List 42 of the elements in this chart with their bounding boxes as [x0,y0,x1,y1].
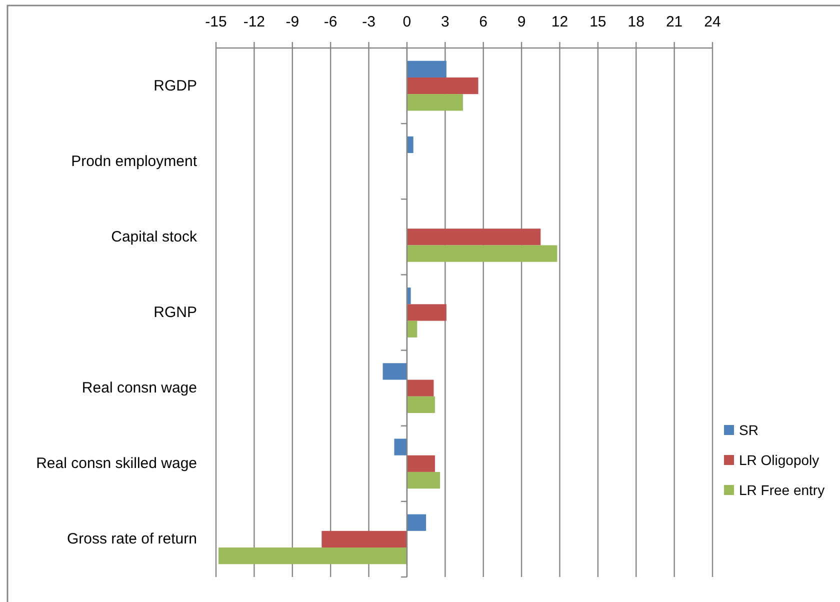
bar [218,548,407,564]
bar [406,228,541,246]
x-tick-label: 15 [590,14,606,30]
bar [406,60,446,78]
bar [394,438,407,456]
x-tick-label: -9 [286,14,300,30]
x-tick-label: 18 [628,14,644,30]
legend-label: SR [739,422,758,438]
x-tick-label: 24 [704,14,721,30]
y-tick-label: Gross rate of return [66,530,197,548]
legend-label: LR Oligopoly [739,452,820,468]
bar [406,288,411,304]
bar [406,304,446,321]
x-tick-label: 9 [517,14,526,30]
bar [406,380,434,396]
y-tick-label: Real consn skilled wage [36,455,197,472]
x-tick-label: 0 [402,14,412,30]
bar [406,455,435,472]
y-tick-label: Real consn wage [82,380,197,397]
y-tick-label: RGNP [154,304,197,321]
bar [406,245,558,262]
y-tick-label: RGDP [154,77,197,94]
x-tick-label: -15 [205,14,227,30]
x-tick-label: -6 [324,14,338,30]
bar [406,396,435,414]
x-tick-label: 12 [551,14,568,30]
bar [406,472,440,489]
bar [406,320,418,338]
x-tick-label: 6 [479,14,488,30]
bar [382,363,407,380]
y-tick-label: Capital stock [111,228,198,246]
legend-label: LR Free entry [739,482,825,498]
bar [406,136,414,154]
x-tick-label: 21 [666,14,683,30]
bar [322,530,407,548]
bar [406,94,463,111]
x-tick-label: -12 [243,14,266,30]
bar [406,514,426,531]
x-tick-label: 3 [440,14,450,30]
x-tick-label: -3 [362,14,376,30]
bar [406,77,478,94]
y-tick-label: Prodn employment [71,152,198,170]
